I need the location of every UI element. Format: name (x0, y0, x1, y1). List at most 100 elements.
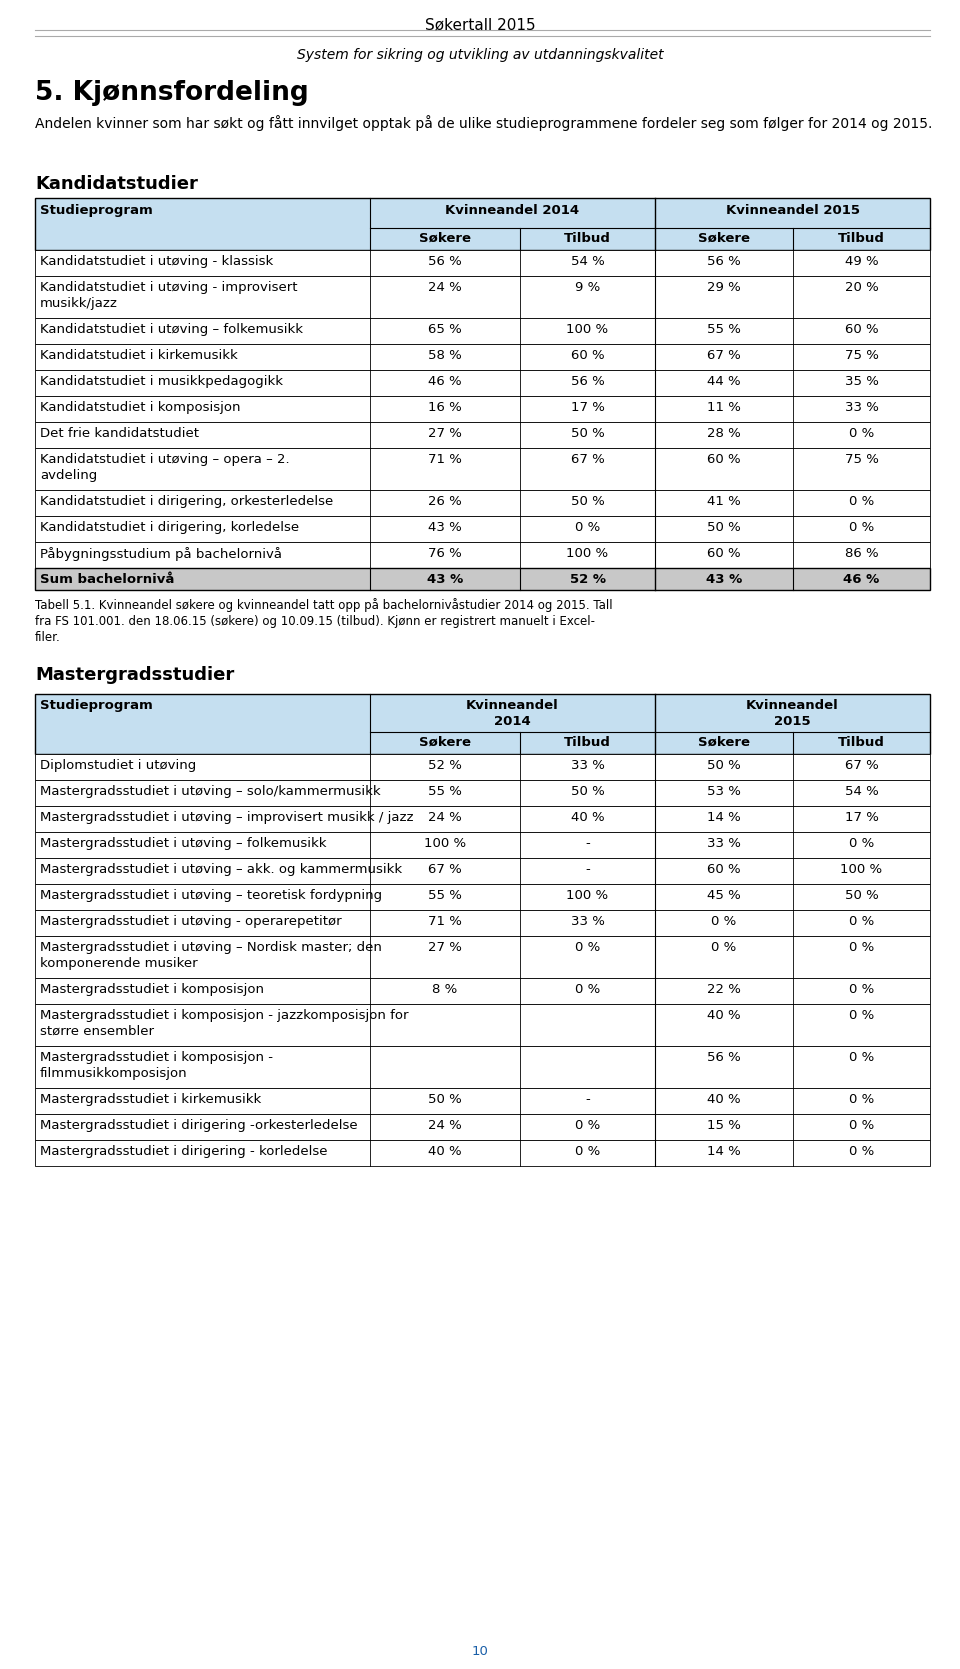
Text: 50 %: 50 % (708, 759, 741, 773)
Text: 27 %: 27 % (428, 427, 462, 441)
Text: 86 %: 86 % (845, 547, 878, 561)
Bar (35, 1088, 930, 1113)
Text: 0 %: 0 % (849, 915, 875, 928)
Text: Studieprogram: Studieprogram (40, 699, 153, 713)
Text: 75 %: 75 % (845, 349, 878, 362)
Text: 0 %: 0 % (849, 1145, 875, 1158)
Text: Kandidatstudiet i dirigering, korledelse: Kandidatstudiet i dirigering, korledelse (40, 521, 300, 534)
Text: 46 %: 46 % (428, 376, 462, 387)
Text: 43 %: 43 % (428, 521, 462, 534)
Text: 27 %: 27 % (428, 941, 462, 955)
Text: 67 %: 67 % (708, 349, 741, 362)
Text: 50 %: 50 % (570, 427, 605, 441)
Text: 24 %: 24 % (428, 280, 462, 294)
Text: 53 %: 53 % (708, 784, 741, 798)
Text: 45 %: 45 % (708, 890, 741, 901)
Text: 29 %: 29 % (708, 280, 741, 294)
Bar (35, 516, 930, 542)
Text: Kvinneandel
2014: Kvinneandel 2014 (467, 699, 559, 728)
Text: Tilbud: Tilbud (564, 736, 611, 749)
Bar (35, 491, 930, 516)
Text: 0 %: 0 % (575, 1118, 600, 1132)
Text: Søkere: Søkere (698, 736, 750, 749)
Text: 65 %: 65 % (428, 324, 462, 335)
Text: Kandidatstudiet i utøving - klassisk: Kandidatstudiet i utøving - klassisk (40, 255, 274, 269)
Text: 100 %: 100 % (566, 547, 609, 561)
Text: Kandidatstudiet i utøving – folkemusikk: Kandidatstudiet i utøving – folkemusikk (40, 324, 303, 335)
Text: Mastergradsstudiet i kirkemusikk: Mastergradsstudiet i kirkemusikk (40, 1093, 261, 1107)
Text: 56 %: 56 % (428, 255, 462, 269)
Text: Kandidatstudiet i kirkemusikk: Kandidatstudiet i kirkemusikk (40, 349, 238, 362)
Text: 67 %: 67 % (845, 759, 878, 773)
Text: Mastergradsstudiet i utøving – improvisert musikk / jazz: Mastergradsstudiet i utøving – improvise… (40, 811, 414, 824)
Text: 9 %: 9 % (575, 280, 600, 294)
Text: 60 %: 60 % (708, 547, 741, 561)
Text: 0 %: 0 % (849, 1010, 875, 1021)
Text: Tilbud: Tilbud (564, 232, 611, 245)
Text: 33 %: 33 % (570, 759, 605, 773)
Text: 71 %: 71 % (428, 915, 462, 928)
Text: Kandidatstudiet i utøving – opera – 2.
avdeling: Kandidatstudiet i utøving – opera – 2. a… (40, 452, 290, 482)
Bar (35, 1005, 930, 1046)
Text: 60 %: 60 % (570, 349, 604, 362)
Text: 40 %: 40 % (708, 1010, 741, 1021)
Text: 100 %: 100 % (424, 836, 466, 850)
Bar (35, 779, 930, 806)
Text: 11 %: 11 % (708, 401, 741, 414)
Text: 60 %: 60 % (845, 324, 878, 335)
Text: 60 %: 60 % (708, 863, 741, 876)
Text: Kandidatstudier: Kandidatstudier (35, 175, 198, 194)
Bar (35, 858, 930, 885)
Text: 15 %: 15 % (708, 1118, 741, 1132)
Text: 67 %: 67 % (570, 452, 605, 466)
Text: 52 %: 52 % (428, 759, 462, 773)
Text: Kandidatstudiet i musikkpedagogikk: Kandidatstudiet i musikkpedagogikk (40, 376, 283, 387)
Text: Kandidatstudiet i komposisjon: Kandidatstudiet i komposisjon (40, 401, 241, 414)
Bar (35, 833, 930, 858)
Text: Mastergradsstudiet i dirigering -orkesterledelse: Mastergradsstudiet i dirigering -orkeste… (40, 1118, 358, 1132)
Text: Mastergradsstudiet i utøving – solo/kammermusikk: Mastergradsstudiet i utøving – solo/kamm… (40, 784, 380, 798)
Bar (35, 1046, 930, 1088)
Text: Mastergradsstudiet i utøving - operarepetitør: Mastergradsstudiet i utøving - operarepe… (40, 915, 342, 928)
Text: 44 %: 44 % (708, 376, 741, 387)
Text: -: - (586, 836, 589, 850)
Text: Tabell 5.1. Kvinneandel søkere og kvinneandel tatt opp på bachelornivåstudier 20: Tabell 5.1. Kvinneandel søkere og kvinne… (35, 598, 612, 644)
Text: 56 %: 56 % (570, 376, 605, 387)
Text: 46 %: 46 % (844, 572, 879, 586)
Text: Tilbud: Tilbud (838, 232, 885, 245)
Text: 75 %: 75 % (845, 452, 878, 466)
Bar (35, 1113, 930, 1140)
Text: 28 %: 28 % (708, 427, 741, 441)
Text: 14 %: 14 % (708, 1145, 741, 1158)
Text: 0 %: 0 % (575, 521, 600, 534)
Bar (35, 396, 930, 422)
Text: 0 %: 0 % (575, 941, 600, 955)
Text: Sum bachelornivå: Sum bachelornivå (40, 572, 175, 586)
Text: Kvinneandel
2015: Kvinneandel 2015 (746, 699, 839, 728)
Bar (35, 199, 930, 250)
Bar (35, 694, 930, 754)
Text: Det frie kandidatstudiet: Det frie kandidatstudiet (40, 427, 199, 441)
Text: 52 %: 52 % (569, 572, 606, 586)
Bar (35, 447, 930, 491)
Text: Mastergradsstudiet i dirigering - korledelse: Mastergradsstudiet i dirigering - korled… (40, 1145, 327, 1158)
Text: 24 %: 24 % (428, 1118, 462, 1132)
Text: 14 %: 14 % (708, 811, 741, 824)
Text: 0 %: 0 % (711, 941, 736, 955)
Text: 40 %: 40 % (428, 1145, 462, 1158)
Text: Mastergradsstudiet i komposisjon -
filmmusikkomposisjon: Mastergradsstudiet i komposisjon - filmm… (40, 1051, 273, 1080)
Text: 8 %: 8 % (432, 983, 458, 996)
Text: 50 %: 50 % (428, 1093, 462, 1107)
Bar (35, 694, 930, 754)
Text: 0 %: 0 % (849, 836, 875, 850)
Text: 24 %: 24 % (428, 811, 462, 824)
Text: 40 %: 40 % (570, 811, 604, 824)
Text: Diplomstudiet i utøving: Diplomstudiet i utøving (40, 759, 196, 773)
Bar (35, 344, 930, 371)
Text: 56 %: 56 % (708, 1051, 741, 1065)
Text: 17 %: 17 % (845, 811, 878, 824)
Text: 0 %: 0 % (849, 941, 875, 955)
Text: 56 %: 56 % (708, 255, 741, 269)
Bar (35, 371, 930, 396)
Text: 22 %: 22 % (708, 983, 741, 996)
